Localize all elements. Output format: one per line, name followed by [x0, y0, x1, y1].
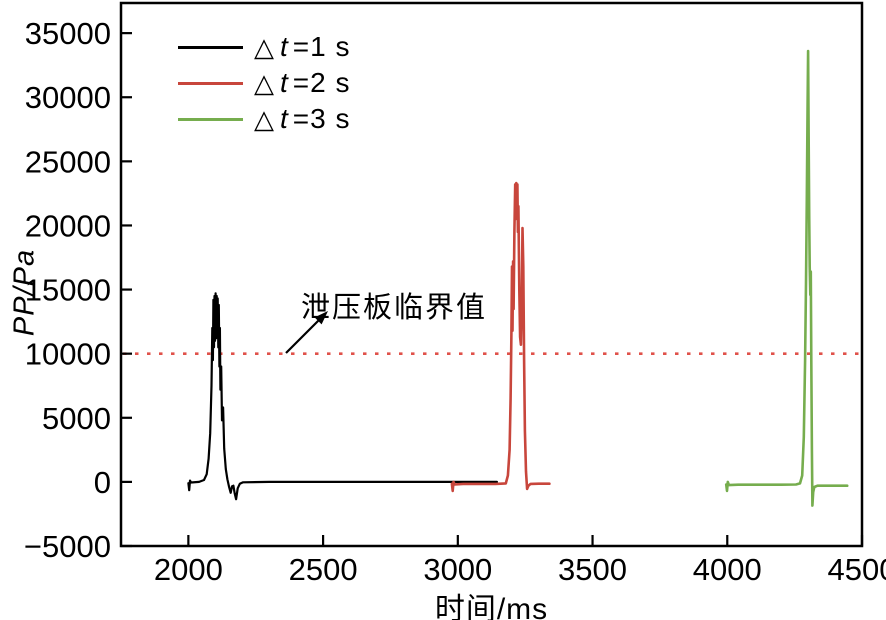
x-tick-label: 4000	[693, 552, 762, 587]
legend-variable: t	[280, 67, 289, 98]
x-tick-label: 3000	[423, 552, 492, 587]
legend-label-dt1: △ t =1 s	[254, 29, 350, 65]
legend-item-dt3: △ t =3 s	[178, 101, 350, 137]
legend-line-swatch-dt3	[178, 117, 243, 121]
delta-symbol: △	[254, 68, 275, 98]
annotation-arrow-shaft	[285, 319, 320, 354]
series-line-0	[187, 292, 498, 501]
legend-item-dt2: △ t =2 s	[178, 65, 350, 101]
annotation-critical-value-label: 泄压板临界值	[301, 292, 488, 324]
x-tick-label: 2500	[289, 552, 358, 587]
y-tick-label: 5000	[42, 401, 111, 436]
plot-frame	[119, 1, 864, 548]
legend-label-dt2: △ t =2 s	[254, 65, 350, 101]
y-axis-title: PP/Pa	[8, 248, 41, 337]
legend-line-swatch-dt1	[178, 45, 243, 49]
series-line-1	[450, 181, 551, 493]
legend-variable: t	[280, 31, 289, 62]
x-tick-label: 4500	[828, 552, 886, 587]
legend-suffix: =3 s	[292, 103, 351, 134]
y-tick-label: 30000	[25, 80, 111, 115]
delta-symbol: △	[254, 104, 275, 134]
legend-item-dt1: △ t =1 s	[178, 29, 350, 65]
x-tick-label: 2000	[154, 552, 223, 587]
y-tick-label: 10000	[25, 337, 111, 372]
y-tick-label: 25000	[25, 144, 111, 179]
y-tick-label: 0	[94, 465, 111, 500]
legend-line-swatch-dt2	[178, 81, 243, 85]
annotation-arrow-head	[314, 311, 328, 325]
delta-symbol: △	[254, 32, 275, 62]
y-tick-label: 15000	[25, 273, 111, 308]
y-tick-label: −5000	[24, 529, 111, 564]
legend-suffix: =2 s	[292, 67, 351, 98]
x-axis-title: 时间/ms	[434, 593, 549, 620]
y-tick-label: 20000	[25, 208, 111, 243]
x-tick-label: 3500	[558, 552, 627, 587]
legend: △ t =1 s △ t =2 s △ t =3 s	[178, 29, 350, 137]
legend-variable: t	[280, 103, 289, 134]
series-line-2	[724, 49, 849, 507]
legend-label-dt3: △ t =3 s	[254, 101, 350, 137]
y-tick-label: 35000	[25, 16, 111, 51]
legend-suffix: =1 s	[292, 31, 351, 62]
